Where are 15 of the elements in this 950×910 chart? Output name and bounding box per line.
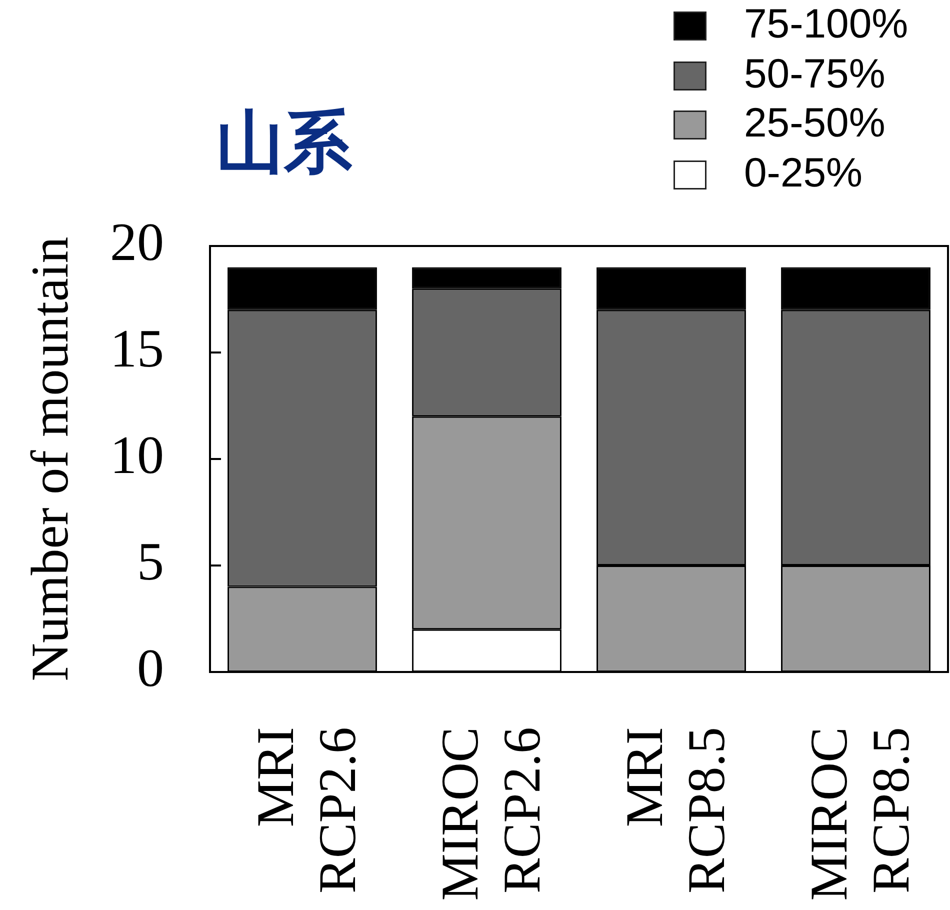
legend-label: 0-25%	[744, 149, 863, 196]
y-axis-title: Number of mountain	[22, 236, 80, 682]
y-tick-label: 15	[110, 318, 164, 379]
y-tick-label: 10	[110, 425, 164, 486]
x-tick-label: MRI RCP8.5	[616, 727, 736, 894]
y-tick-label: 0	[137, 638, 164, 698]
x-tick-label: MIROC RCP8.5	[800, 727, 921, 901]
y-tick-label: 20	[110, 212, 164, 272]
y-tick-label: 5	[137, 532, 164, 592]
chart-title: 山系	[216, 104, 353, 183]
x-tick-label: MIROC RCP2.6	[432, 727, 552, 901]
legend-label: 25-50%	[744, 99, 886, 146]
legend-label: 75-100%	[744, 0, 908, 46]
legend-label: 50-75%	[744, 50, 886, 96]
x-tick-label: MRI RCP2.6	[247, 727, 368, 894]
